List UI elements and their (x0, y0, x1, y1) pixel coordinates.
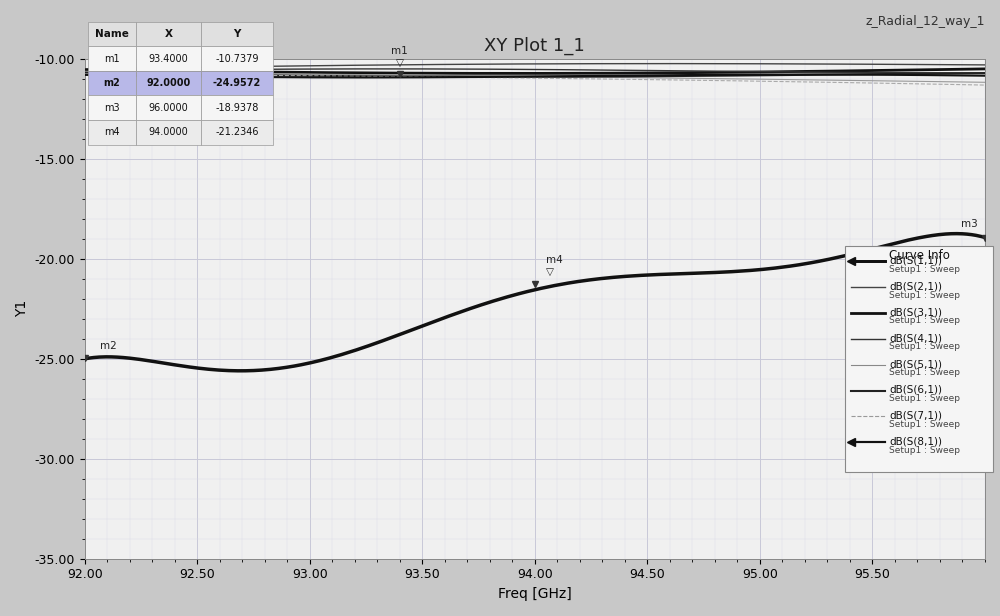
Text: m2: m2 (100, 341, 117, 351)
Text: m3: m3 (104, 103, 120, 113)
Text: 93.4000: 93.4000 (149, 54, 188, 63)
Text: dB(S(1,1)): dB(S(1,1)) (889, 256, 942, 265)
Text: Y: Y (233, 29, 241, 39)
Text: -24.9572: -24.9572 (213, 78, 261, 88)
Text: Setup1 : Sweep: Setup1 : Sweep (889, 317, 960, 325)
Text: Setup1 : Sweep: Setup1 : Sweep (889, 265, 960, 274)
Text: dB(S(4,1)): dB(S(4,1)) (889, 333, 942, 343)
Text: dB(S(5,1)): dB(S(5,1)) (889, 359, 942, 369)
Text: m1: m1 (104, 54, 120, 63)
Text: dB(S(8,1)): dB(S(8,1)) (889, 437, 942, 447)
Text: Setup1 : Sweep: Setup1 : Sweep (889, 446, 960, 455)
Text: -18.9378: -18.9378 (215, 103, 259, 113)
X-axis label: Freq [GHz]: Freq [GHz] (498, 587, 572, 601)
Text: Name: Name (95, 29, 129, 39)
Text: m4
▽: m4 ▽ (546, 255, 563, 277)
Text: m1
▽: m1 ▽ (391, 46, 408, 68)
Text: 92.0000: 92.0000 (146, 78, 191, 88)
Text: m4: m4 (104, 128, 120, 137)
Text: z_Radial_12_way_1: z_Radial_12_way_1 (866, 15, 985, 28)
Text: X: X (164, 29, 173, 39)
Text: Setup1 : Sweep: Setup1 : Sweep (889, 291, 960, 299)
Text: -10.7379: -10.7379 (215, 54, 259, 63)
Text: dB(S(2,1)): dB(S(2,1)) (889, 282, 942, 291)
Text: Curve Info: Curve Info (889, 248, 949, 262)
Text: dB(S(6,1)): dB(S(6,1)) (889, 385, 942, 395)
Text: Setup1 : Sweep: Setup1 : Sweep (889, 420, 960, 429)
Text: Setup1 : Sweep: Setup1 : Sweep (889, 394, 960, 403)
Text: Setup1 : Sweep: Setup1 : Sweep (889, 368, 960, 377)
Title: XY Plot 1_1: XY Plot 1_1 (484, 36, 585, 55)
Text: 94.0000: 94.0000 (149, 128, 188, 137)
Text: m2: m2 (104, 78, 120, 88)
Text: -21.2346: -21.2346 (215, 128, 259, 137)
Y-axis label: Y1: Y1 (15, 300, 29, 317)
Text: m3: m3 (961, 219, 978, 229)
Text: 96.0000: 96.0000 (149, 103, 188, 113)
Text: dB(S(7,1)): dB(S(7,1)) (889, 411, 942, 421)
Text: Setup1 : Sweep: Setup1 : Sweep (889, 342, 960, 351)
Text: dB(S(3,1)): dB(S(3,1)) (889, 307, 942, 317)
